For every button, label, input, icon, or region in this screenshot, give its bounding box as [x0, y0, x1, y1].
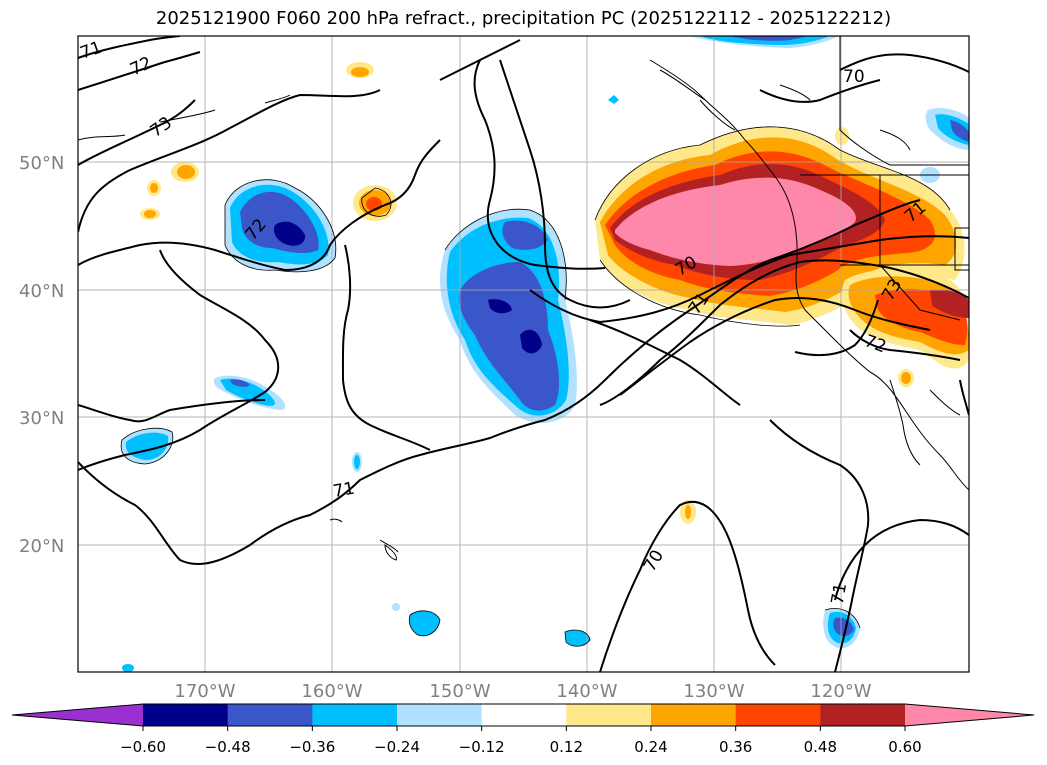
contour-label: 71 — [828, 581, 851, 606]
contour-label: 71 — [332, 479, 357, 502]
colorbar-segment — [566, 704, 652, 726]
precip-positive-area — [140, 62, 969, 524]
contour-label: 72 — [127, 53, 155, 80]
map-frame — [77, 35, 970, 673]
colorbar-tick-label: −0.48 — [205, 738, 251, 756]
lon-label-120w: 120°W — [810, 681, 871, 702]
colorbar-segment — [481, 704, 567, 726]
lat-label-20n: 20°N — [19, 536, 64, 557]
colorbar-segment — [397, 704, 483, 726]
lat-label-50n: 50°N — [19, 153, 64, 174]
colorbar-tick-label: −0.24 — [374, 738, 420, 756]
lon-label-150w: 150°W — [429, 681, 490, 702]
colorbar-tick-label: 0.24 — [634, 738, 667, 756]
colorbar-segment — [227, 704, 313, 726]
figure-title: 2025121900 F060 200 hPa refract., precip… — [155, 8, 892, 29]
contour-label: 70 — [640, 547, 668, 576]
colorbar-segment — [651, 704, 737, 726]
contour-label: 70 — [843, 67, 865, 87]
colorbar-tick-label: 0.60 — [888, 738, 921, 756]
lat-label-40n: 40°N — [19, 281, 64, 302]
colorbar-segment — [735, 704, 821, 726]
precip-outlines — [120, 126, 951, 647]
lat-label-30n: 30°N — [19, 408, 64, 429]
map-content: 71 72 73 70 72 71 70 71 73 72 71 70 71 — [78, 36, 969, 672]
graticule — [78, 36, 969, 672]
lon-label-130w: 130°W — [683, 681, 744, 702]
refractivity-contours — [78, 36, 969, 672]
colorbar-tick-label: 0.48 — [804, 738, 837, 756]
colorbar-tick-label: −0.12 — [459, 738, 505, 756]
contour-label: 73 — [147, 113, 176, 142]
colorbar-segment — [143, 704, 229, 726]
colorbar-tick-label: 0.12 — [550, 738, 583, 756]
contour-label: 71 — [78, 38, 105, 64]
colorbar-tick-label: 0.36 — [719, 738, 752, 756]
lon-label-170w: 170°W — [174, 681, 235, 702]
colorbar-tick-label: −0.60 — [120, 738, 166, 756]
longitude-labels: 170°W 160°W 150°W 140°W 130°W 120°W — [174, 681, 871, 702]
colorbar-tick-label: −0.36 — [289, 738, 335, 756]
latitude-labels: 50°N 40°N 30°N 20°N — [19, 153, 64, 557]
colorbar: −0.60 −0.48 −0.36 −0.24 −0.12 0.12 0.24 0.36 0.4… — [11, 703, 1035, 756]
lon-label-140w: 140°W — [556, 681, 617, 702]
precip-negative-area — [121, 36, 969, 672]
colorbar-segment — [820, 704, 906, 726]
colorbar-high-extend — [905, 704, 1034, 726]
colorbar-segment — [312, 704, 398, 726]
lon-label-160w: 160°W — [301, 681, 362, 702]
colorbar-low-extend — [12, 704, 143, 726]
